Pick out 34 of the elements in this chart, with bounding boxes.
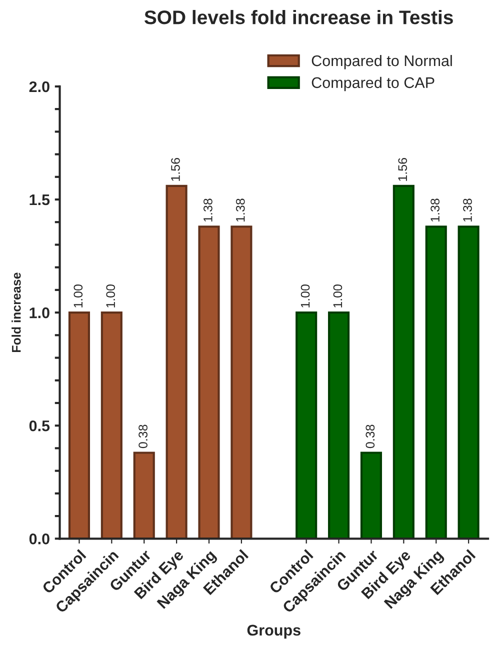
bar bbox=[133, 452, 155, 539]
data-label: 1.00 bbox=[106, 284, 116, 308]
data-label: 1.56 bbox=[171, 158, 180, 181]
y-tick-label: 1.0 bbox=[30, 307, 50, 318]
legend-label: Compared to Normal bbox=[312, 54, 452, 70]
bar bbox=[198, 226, 220, 539]
y-tick-label: 2.0 bbox=[29, 81, 50, 92]
data-label: 1.38 bbox=[204, 198, 212, 222]
data-label: 1.56 bbox=[398, 158, 408, 181]
bar bbox=[328, 312, 350, 539]
data-label: 1.00 bbox=[300, 284, 310, 308]
data-label: 1.00 bbox=[333, 284, 342, 308]
y-tick-label: 1.5 bbox=[30, 194, 50, 206]
bar bbox=[68, 312, 90, 539]
data-label: 0.38 bbox=[138, 424, 148, 448]
bar bbox=[425, 226, 447, 539]
y-tick-label: 0.5 bbox=[29, 420, 50, 432]
chart-title: SOD levels fold increase in Testis bbox=[144, 10, 453, 24]
bar bbox=[230, 226, 252, 539]
legend-label: Compared to CAP bbox=[312, 76, 434, 92]
data-label: 1.38 bbox=[430, 198, 440, 222]
data-label: 1.38 bbox=[463, 198, 472, 222]
bar bbox=[166, 184, 188, 539]
bar bbox=[360, 452, 382, 539]
x-axis-title: Groups bbox=[247, 624, 300, 639]
data-label: 1.38 bbox=[236, 198, 245, 222]
bar bbox=[100, 312, 122, 539]
data-label: 0.38 bbox=[366, 424, 375, 448]
bar bbox=[458, 226, 480, 539]
y-axis-title: Fold increase bbox=[12, 272, 21, 352]
bar bbox=[392, 184, 414, 539]
data-label: 1.00 bbox=[74, 284, 83, 308]
y-tick-label: 0.0 bbox=[29, 534, 50, 544]
bar bbox=[296, 312, 318, 539]
